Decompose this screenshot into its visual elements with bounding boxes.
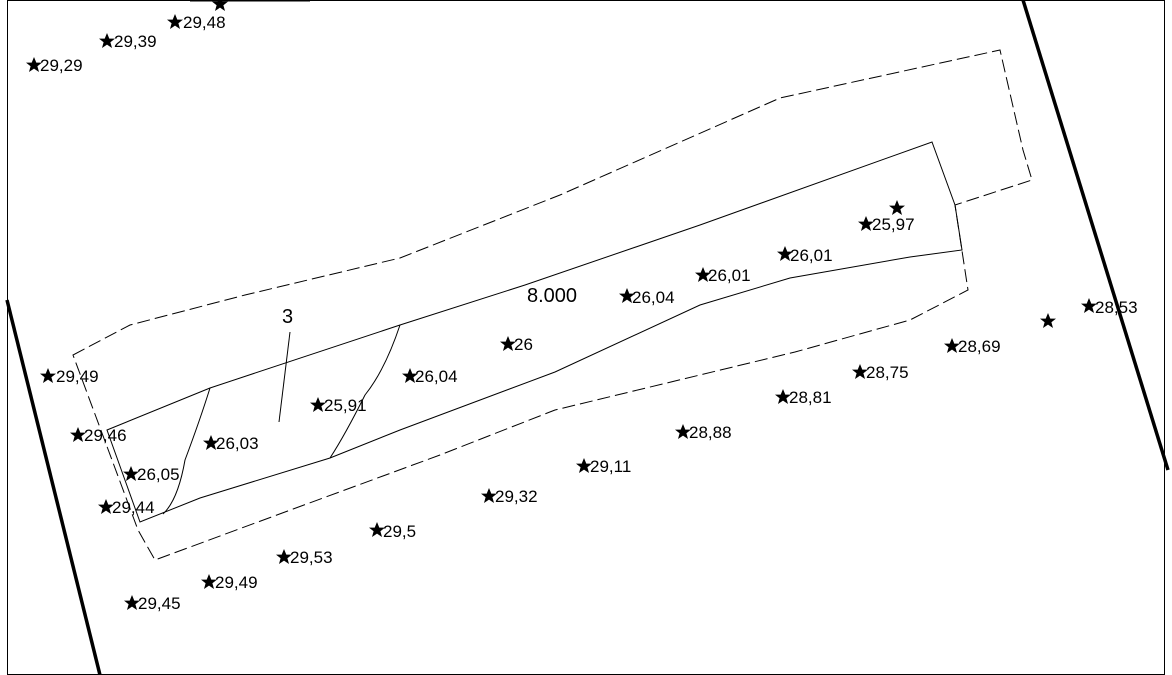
star-icon xyxy=(212,0,228,11)
parcel-number-label: 3 xyxy=(282,306,293,328)
right-boundary-line xyxy=(1021,0,1170,471)
elevation-label: 26,01 xyxy=(790,246,833,265)
elevation-label: 29,39 xyxy=(114,32,157,51)
elevation-label: 28,53 xyxy=(1095,298,1138,317)
elevation-label: 28,75 xyxy=(866,363,909,382)
star-icon xyxy=(167,14,183,29)
elevation-label: 26,04 xyxy=(632,288,675,307)
elevation-label: 29,44 xyxy=(112,498,155,517)
elevation-label: 29,49 xyxy=(215,573,258,592)
divider-line-right xyxy=(329,324,401,459)
elevation-label: 29,49 xyxy=(56,367,99,386)
divider-line-left xyxy=(162,387,211,515)
elevation-label: 29,46 xyxy=(84,426,127,445)
star-icon xyxy=(40,368,56,383)
elevation-label: 28,88 xyxy=(689,423,732,442)
elevation-label: 28,81 xyxy=(789,388,832,407)
left-boundary-line xyxy=(5,299,102,675)
elevation-point xyxy=(99,33,115,48)
elevation-point xyxy=(212,0,228,11)
elevation-label: 29,32 xyxy=(495,487,538,506)
inner-parcel-outline xyxy=(106,141,963,523)
elevation-label: 29,5 xyxy=(383,522,416,541)
star-icon xyxy=(889,200,905,215)
elevation-point xyxy=(1040,313,1056,328)
elevation-label: 29,11 xyxy=(590,457,631,476)
elevation-label: 25,97 xyxy=(872,215,915,234)
elevation-label: 29,48 xyxy=(183,13,226,32)
elevation-label: 26,01 xyxy=(708,266,751,285)
elevation-point xyxy=(889,200,905,215)
parcel-label-leader xyxy=(278,331,291,423)
area-label: 8.000 xyxy=(527,285,577,307)
elevation-label: 29,29 xyxy=(40,56,83,75)
elevation-label: 26,03 xyxy=(216,434,259,453)
elevation-label: 26,04 xyxy=(415,367,458,386)
elevation-label: 26,05 xyxy=(137,465,180,484)
elevation-label: 29,53 xyxy=(290,548,333,567)
elevation-label: 25,91 xyxy=(324,396,367,415)
star-icon xyxy=(1040,313,1056,328)
elevation-point xyxy=(167,14,183,29)
star-icon xyxy=(99,33,115,48)
elevation-point xyxy=(40,368,56,383)
elevation-label: 29,45 xyxy=(138,594,181,613)
elevation-label: 26 xyxy=(514,335,533,354)
elevation-label: 28,69 xyxy=(958,337,1001,356)
